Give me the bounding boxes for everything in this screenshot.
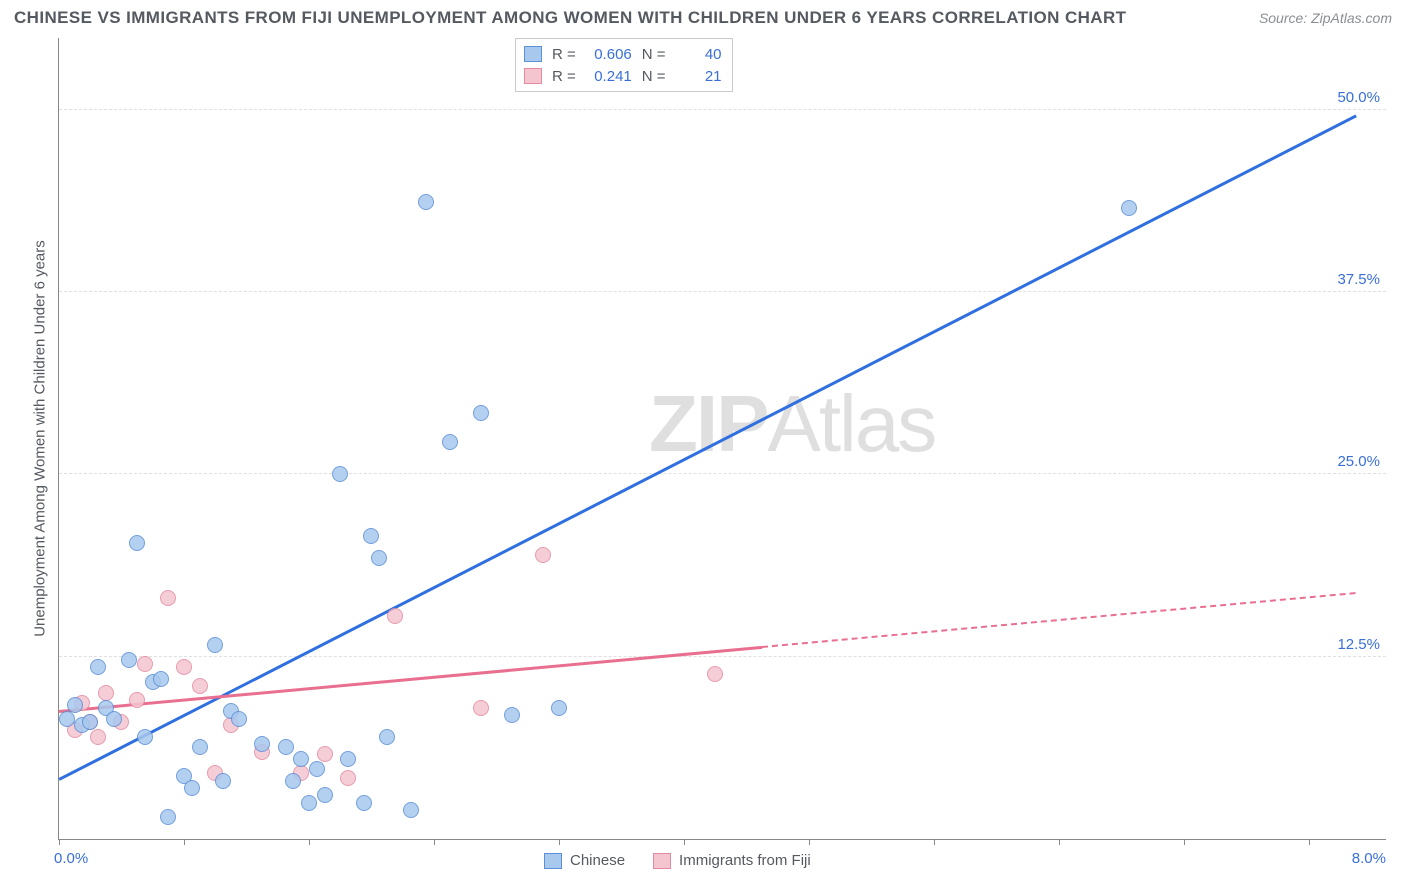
y-tick-label: 37.5% bbox=[1337, 271, 1380, 288]
data-point bbox=[160, 590, 176, 606]
data-point bbox=[59, 711, 75, 727]
data-point bbox=[215, 773, 231, 789]
swatch-icon bbox=[653, 853, 671, 869]
data-point bbox=[121, 652, 137, 668]
data-point bbox=[387, 608, 403, 624]
data-point bbox=[285, 773, 301, 789]
x-tick bbox=[1309, 839, 1310, 845]
x-tick bbox=[809, 839, 810, 845]
y-tick-label: 50.0% bbox=[1337, 89, 1380, 106]
legend-label: Chinese bbox=[570, 852, 625, 869]
y-axis-label: Unemployment Among Women with Children U… bbox=[32, 199, 49, 679]
stat-value: 40 bbox=[676, 46, 722, 63]
x-tick bbox=[434, 839, 435, 845]
x-tick bbox=[1184, 839, 1185, 845]
data-point bbox=[418, 194, 434, 210]
trend-line bbox=[762, 592, 1356, 648]
legend-item: Immigrants from Fiji bbox=[653, 852, 811, 869]
data-point bbox=[473, 405, 489, 421]
data-point bbox=[176, 659, 192, 675]
data-point bbox=[153, 671, 169, 687]
swatch-icon bbox=[524, 46, 542, 62]
x-tick bbox=[684, 839, 685, 845]
data-point bbox=[371, 550, 387, 566]
x-tick bbox=[309, 839, 310, 845]
x-tick bbox=[59, 839, 60, 845]
y-tick-label: 12.5% bbox=[1337, 636, 1380, 653]
stat-value: 21 bbox=[676, 68, 722, 85]
gridline bbox=[59, 473, 1386, 474]
stat-label: N = bbox=[642, 46, 666, 63]
data-point bbox=[90, 729, 106, 745]
data-point bbox=[317, 787, 333, 803]
x-tick bbox=[559, 839, 560, 845]
data-point bbox=[340, 770, 356, 786]
stats-row: R = 0.241 N = 21 bbox=[524, 65, 722, 87]
stat-label: R = bbox=[552, 46, 576, 63]
data-point bbox=[82, 714, 98, 730]
legend-label: Immigrants from Fiji bbox=[679, 852, 811, 869]
x-tick bbox=[184, 839, 185, 845]
data-point bbox=[535, 547, 551, 563]
data-point bbox=[363, 528, 379, 544]
x-axis-max: 8.0% bbox=[1352, 850, 1386, 867]
x-tick bbox=[934, 839, 935, 845]
chart-title: CHINESE VS IMMIGRANTS FROM FIJI UNEMPLOY… bbox=[14, 8, 1126, 28]
data-point bbox=[309, 761, 325, 777]
data-point bbox=[106, 711, 122, 727]
source-label: Source: ZipAtlas.com bbox=[1259, 10, 1392, 26]
data-point bbox=[192, 739, 208, 755]
category-legend: Chinese Immigrants from Fiji bbox=[544, 852, 811, 869]
data-point bbox=[317, 746, 333, 762]
data-point bbox=[67, 697, 83, 713]
data-point bbox=[137, 729, 153, 745]
data-point bbox=[231, 711, 247, 727]
x-axis-origin: 0.0% bbox=[54, 850, 88, 867]
data-point bbox=[1121, 200, 1137, 216]
data-point bbox=[254, 736, 270, 752]
data-point bbox=[473, 700, 489, 716]
data-point bbox=[551, 700, 567, 716]
data-point bbox=[332, 466, 348, 482]
stats-row: R = 0.606 N = 40 bbox=[524, 43, 722, 65]
data-point bbox=[207, 637, 223, 653]
data-point bbox=[442, 434, 458, 450]
data-point bbox=[356, 795, 372, 811]
data-point bbox=[504, 707, 520, 723]
data-point bbox=[160, 809, 176, 825]
y-tick-label: 25.0% bbox=[1337, 453, 1380, 470]
data-point bbox=[293, 751, 309, 767]
stat-value: 0.606 bbox=[586, 46, 632, 63]
stat-value: 0.241 bbox=[586, 68, 632, 85]
scatter-chart: ZIPAtlas R = 0.606 N = 40 R = 0.241 N = … bbox=[58, 38, 1386, 840]
swatch-icon bbox=[524, 68, 542, 84]
data-point bbox=[137, 656, 153, 672]
data-point bbox=[129, 692, 145, 708]
stats-legend: R = 0.606 N = 40 R = 0.241 N = 21 bbox=[515, 38, 733, 92]
data-point bbox=[192, 678, 208, 694]
data-point bbox=[301, 795, 317, 811]
data-point bbox=[707, 666, 723, 682]
gridline bbox=[59, 109, 1386, 110]
data-point bbox=[278, 739, 294, 755]
data-point bbox=[184, 780, 200, 796]
data-point bbox=[90, 659, 106, 675]
stat-label: R = bbox=[552, 68, 576, 85]
swatch-icon bbox=[544, 853, 562, 869]
data-point bbox=[129, 535, 145, 551]
stat-label: N = bbox=[642, 68, 666, 85]
data-point bbox=[379, 729, 395, 745]
x-tick bbox=[1059, 839, 1060, 845]
data-point bbox=[403, 802, 419, 818]
legend-item: Chinese bbox=[544, 852, 625, 869]
trend-line bbox=[58, 115, 1356, 781]
gridline bbox=[59, 656, 1386, 657]
data-point bbox=[340, 751, 356, 767]
gridline bbox=[59, 291, 1386, 292]
